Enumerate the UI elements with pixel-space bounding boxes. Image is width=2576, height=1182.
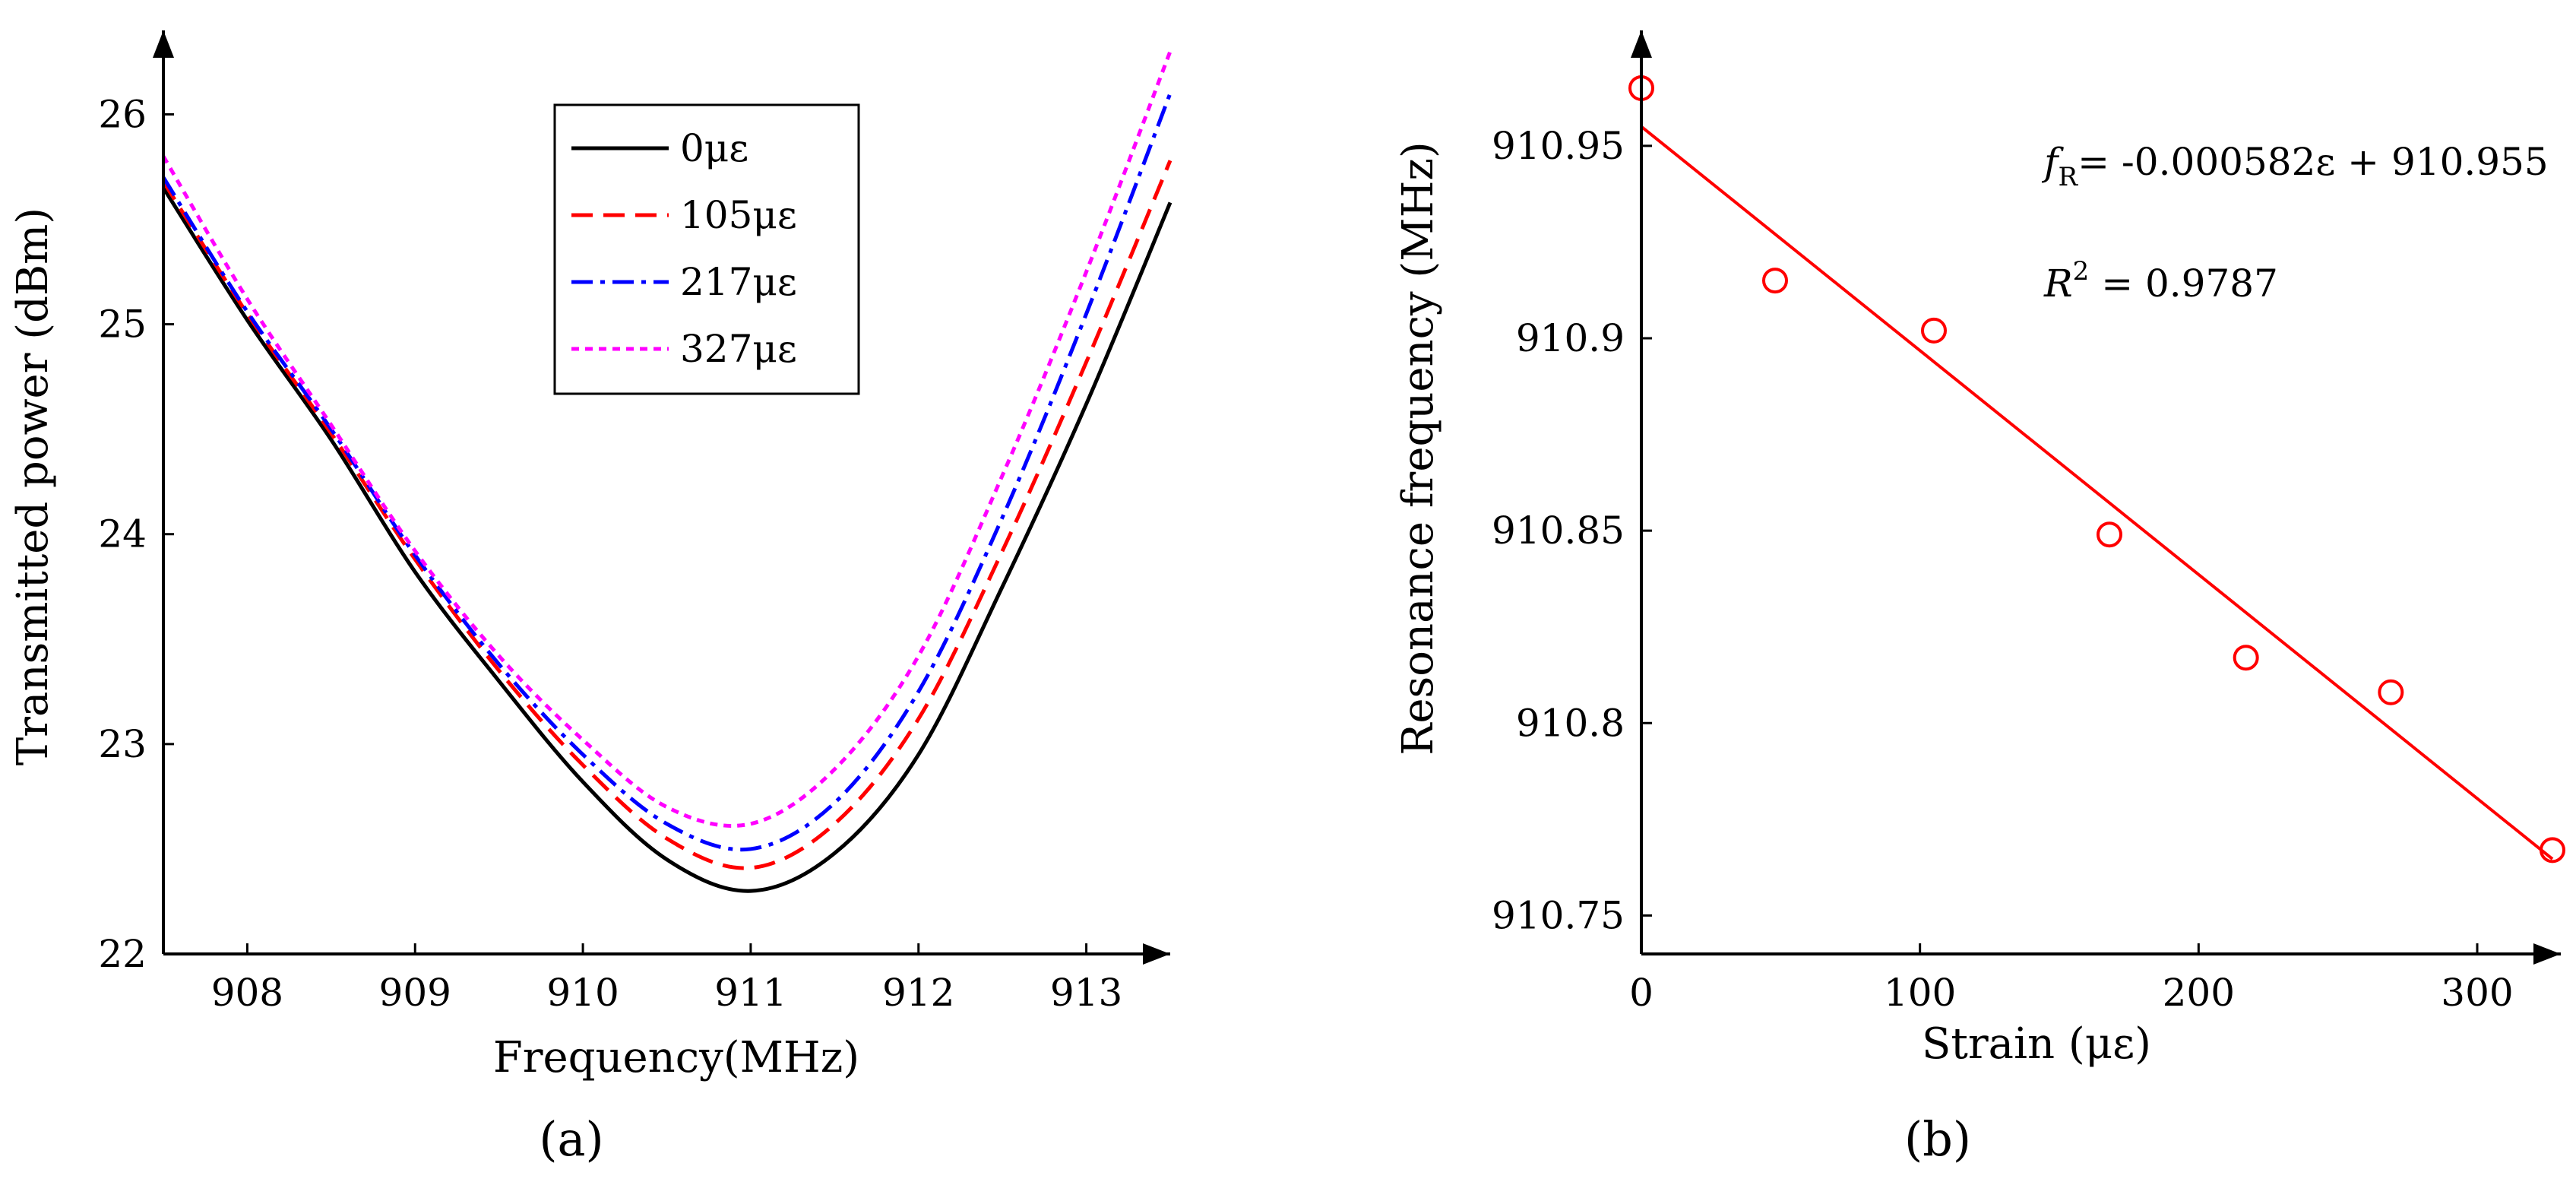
chart-a-x-tick-label: 910 — [546, 971, 619, 1015]
chart-b-y-tick-label: 910.95 — [1492, 124, 1625, 168]
chart-a-y-tick-label: 23 — [98, 722, 147, 766]
chart-a-x-tick-label: 909 — [379, 971, 451, 1015]
series-line-3 — [161, 50, 1172, 828]
data-point — [1921, 317, 1947, 344]
chart-a-y-tick-label: 25 — [98, 303, 147, 347]
chart-a-ticks: 908 909 910 911 912 913 22 23 24 25 26 — [98, 92, 1122, 1015]
chart-a-y-tick-label: 22 — [98, 932, 147, 976]
chart-a-y-tick-label: 24 — [98, 512, 147, 556]
chart-b-ticks: 0 100 200 300 910.75 910.8 910.85 910.9 910.95 — [1492, 124, 2514, 1015]
chart-b-x-arrow — [2533, 943, 2561, 965]
chart-a-xlabel: Frequency(MHz) — [493, 1033, 859, 1082]
r-squared: R2 = 0.9787 — [2043, 256, 2278, 306]
legend-box — [553, 103, 860, 395]
series-line-2 — [161, 92, 1172, 852]
data-point — [2378, 679, 2404, 705]
chart-a-panel-label: (a) — [539, 1111, 603, 1167]
chart-b: 0 100 200 300 910.75 910.8 910.85 910.9 910.95 S… — [1394, 30, 2565, 1167]
legend-label-0: 0με — [680, 126, 748, 170]
chart-a-y-tick-label: 26 — [98, 92, 147, 136]
chart-b-y-tick-label: 910.9 — [1516, 316, 1625, 360]
chart-b-ylabel: Resonance frequency (MHz) — [1394, 141, 1443, 756]
chart-a-axes — [153, 30, 1170, 965]
chart-a-x-tick-label: 913 — [1050, 971, 1122, 1015]
chart-b-y-tick-label: 910.75 — [1492, 893, 1625, 937]
chart-a-y-arrow — [153, 30, 174, 58]
fit-line — [1640, 125, 2554, 860]
fit-equation: fR= -0.000582ε + 910.955 — [2041, 140, 2549, 192]
chart-b-series — [1628, 74, 2565, 864]
chart-b-x-tick-label: 100 — [1884, 971, 1956, 1015]
chart-b-x-tick-label: 0 — [1629, 971, 1654, 1015]
chart-b-x-tick-label: 200 — [2163, 971, 2235, 1015]
legend-label-3: 327με — [680, 327, 797, 371]
data-point — [2097, 521, 2122, 548]
series-line-1 — [161, 160, 1172, 870]
legend-label-2: 217με — [680, 260, 797, 304]
chart-a: 908 909 910 911 912 913 22 23 24 25 26 Frequency(M… — [8, 30, 1172, 1167]
data-point — [2540, 837, 2565, 864]
chart-a-x-tick-label: 912 — [882, 971, 954, 1015]
chart-b-x-tick-label: 300 — [2441, 971, 2513, 1015]
legend-label-1: 105με — [680, 193, 797, 237]
chart-b-y-tick-label: 910.85 — [1492, 509, 1625, 553]
series-line-0 — [161, 186, 1172, 893]
chart-a-x-arrow — [1143, 943, 1170, 965]
chart-a-ylabel: Transmitted power (dBm) — [8, 208, 58, 765]
chart-a-series — [161, 50, 1172, 893]
data-point — [2233, 645, 2259, 671]
chart-a-x-tick-label: 908 — [211, 971, 283, 1015]
chart-b-y-tick-label: 910.8 — [1516, 701, 1625, 745]
chart-b-panel-label: (b) — [1904, 1111, 1971, 1167]
chart-b-y-arrow — [1631, 30, 1652, 58]
chart-a-legend: 0με 105με 217με 327με — [553, 103, 860, 395]
data-point — [1762, 268, 1788, 294]
chart-b-xlabel: Strain (με) — [1922, 1019, 2151, 1069]
chart-a-x-tick-label: 911 — [714, 971, 786, 1015]
chart-b-axes — [1631, 30, 2561, 965]
